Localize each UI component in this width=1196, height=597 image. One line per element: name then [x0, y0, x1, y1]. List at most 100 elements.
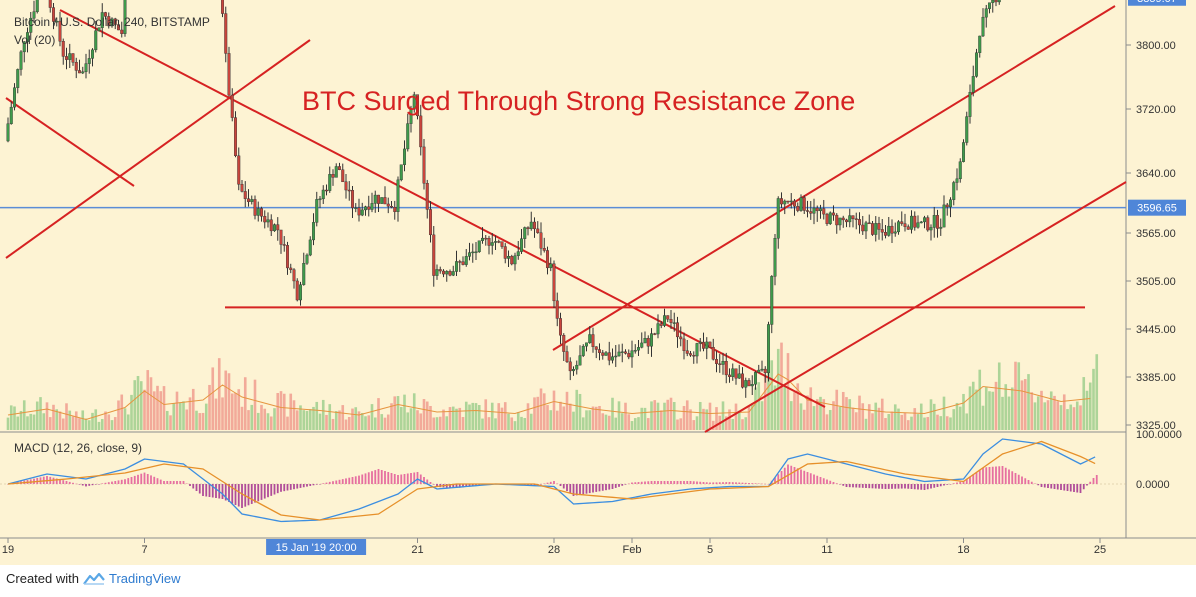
volume-bar: [926, 417, 930, 430]
candle-body: [721, 361, 725, 365]
volume-bar: [61, 418, 65, 430]
candle-body: [825, 213, 829, 224]
candle-body: [572, 369, 576, 372]
macd-histogram-bar: [1079, 484, 1082, 493]
candle-body: [939, 226, 943, 229]
candle-body: [520, 238, 524, 252]
candle-body: [754, 372, 758, 385]
volume-bar: [419, 413, 423, 430]
candle-body: [432, 234, 436, 276]
volume-bar: [198, 413, 202, 430]
macd-histogram-bar: [666, 481, 669, 484]
footer-brand[interactable]: TradingView: [108, 571, 181, 586]
macd-histogram-bar: [569, 484, 572, 494]
volume-bar: [55, 409, 59, 430]
volume-bar: [45, 402, 49, 430]
macd-histogram-bar: [423, 477, 425, 484]
macd-histogram-bar: [969, 476, 971, 484]
macd-histogram-bar: [432, 484, 435, 485]
volume-bar: [471, 402, 475, 430]
macd-histogram-bar: [462, 484, 464, 488]
macd-histogram-bar: [822, 478, 825, 484]
macd-histogram-bar: [692, 481, 695, 484]
candle-body: [529, 221, 533, 230]
volume-bar: [26, 416, 29, 430]
macd-histogram-bar: [166, 481, 169, 484]
macd-histogram-bar: [670, 481, 672, 484]
volume-bar: [1046, 400, 1050, 430]
candle-body: [260, 208, 264, 217]
volume-bar: [552, 390, 556, 430]
candle-body: [858, 219, 862, 226]
volume-bar: [234, 392, 237, 430]
macd-histogram-bar: [189, 484, 191, 486]
volume-bar: [1017, 362, 1021, 430]
level-badge: [1128, 0, 1186, 6]
macd-histogram-bar: [572, 484, 575, 496]
macd-histogram-bar: [215, 484, 217, 498]
macd-histogram-bar: [803, 470, 806, 484]
candle-body: [812, 207, 816, 214]
volume-bar: [815, 399, 819, 430]
volume-bar: [94, 409, 98, 430]
volume-bar: [1007, 396, 1011, 430]
macd-histogram-bar: [241, 484, 243, 508]
volume-bar: [825, 414, 829, 430]
candle-body: [666, 315, 670, 320]
volume-bar: [71, 416, 75, 430]
candle-body: [325, 189, 329, 192]
macd-histogram-bar: [315, 484, 318, 485]
price-chart[interactable]: Bitcoin / U.S. Dollar, 240, BITSTAMP Vol…: [0, 0, 1196, 565]
candle-body: [841, 217, 845, 221]
volume-bar: [360, 413, 364, 430]
macd-histogram-bar: [754, 483, 757, 484]
macd-histogram-bar: [705, 482, 708, 484]
candle-body: [559, 318, 563, 336]
volume-bar: [819, 396, 822, 430]
volume-bar: [445, 416, 449, 430]
macd-histogram-bar: [1017, 474, 1020, 484]
volume-bar: [991, 391, 995, 430]
macd-histogram-bar: [819, 477, 822, 484]
volume-bar: [867, 404, 871, 430]
volume-bar: [1072, 407, 1076, 430]
volume-bar: [240, 406, 244, 430]
candle-body: [468, 252, 472, 257]
macd-histogram-bar: [452, 484, 455, 488]
candle-body: [84, 63, 88, 72]
macd-histogram-bar: [127, 478, 130, 484]
time-axis-bg: [0, 538, 1196, 565]
volume-bar: [442, 409, 445, 430]
candle-body: [724, 361, 728, 376]
candle-body: [481, 237, 485, 241]
candle-body: [958, 161, 962, 180]
volume-bar: [737, 410, 741, 430]
volume-bar: [1092, 368, 1095, 430]
macd-histogram-bar: [55, 478, 58, 484]
volume-bar: [16, 416, 20, 430]
macd-histogram-bar: [891, 484, 893, 489]
volume-bar: [620, 413, 624, 430]
volume-bar: [689, 409, 692, 430]
volume-bar: [520, 416, 523, 430]
volume-bar: [760, 401, 764, 430]
macd-histogram-bar: [120, 479, 123, 484]
volume-bar: [906, 420, 910, 430]
volume-bar: [1043, 402, 1047, 430]
macd-histogram-bar: [254, 484, 256, 503]
volume-bar: [253, 379, 257, 430]
volume-bar: [715, 407, 718, 430]
macd-histogram-bar: [1053, 484, 1056, 489]
volume-bar: [955, 402, 959, 430]
macd-histogram-bar: [988, 467, 991, 484]
macd-histogram-bar: [367, 472, 370, 484]
macd-histogram-bar: [904, 484, 906, 489]
volume-bar: [575, 389, 579, 430]
volume-bar: [409, 408, 413, 430]
candle-body: [269, 219, 273, 232]
volume-bar: [1040, 390, 1043, 430]
candle-body: [685, 350, 689, 354]
time-tick-label: 25: [1094, 544, 1106, 556]
macd-histogram-bar: [933, 484, 936, 488]
candle-body: [747, 380, 751, 387]
